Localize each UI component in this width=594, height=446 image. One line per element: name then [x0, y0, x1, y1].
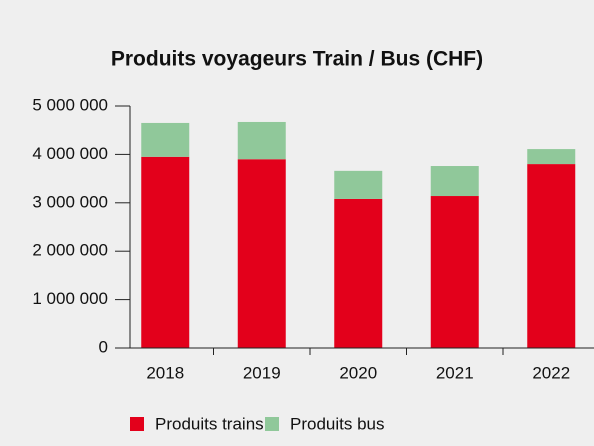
bar — [430, 166, 479, 197]
x-tick-label: 2022 — [532, 363, 570, 382]
chart-title: Produits voyageurs Train / Bus (CHF) — [111, 48, 483, 71]
legend-label: Produits trains — [155, 414, 264, 433]
bar — [527, 149, 576, 165]
legend-swatch — [265, 417, 279, 431]
bar — [141, 156, 190, 348]
x-tick-label: 2020 — [339, 363, 377, 382]
legend-label: Produits bus — [290, 414, 385, 433]
bar — [334, 198, 383, 348]
y-tick-label: 4 000 000 — [32, 144, 108, 163]
x-tick-label: 2018 — [146, 363, 184, 382]
y-tick-label: 0 — [99, 337, 108, 356]
bar — [141, 122, 190, 157]
y-tick-label: 3 000 000 — [32, 192, 108, 211]
bar — [237, 159, 286, 348]
y-tick-label: 1 000 000 — [32, 289, 108, 308]
x-tick-label: 2019 — [243, 363, 281, 382]
bar — [430, 196, 479, 348]
bar — [334, 170, 383, 199]
bar — [527, 164, 576, 348]
y-tick-label: 2 000 000 — [32, 241, 108, 260]
legend-swatch — [130, 417, 144, 431]
y-tick-label: 5 000 000 — [32, 95, 108, 114]
x-tick-label: 2021 — [436, 363, 474, 382]
bar — [237, 121, 286, 160]
